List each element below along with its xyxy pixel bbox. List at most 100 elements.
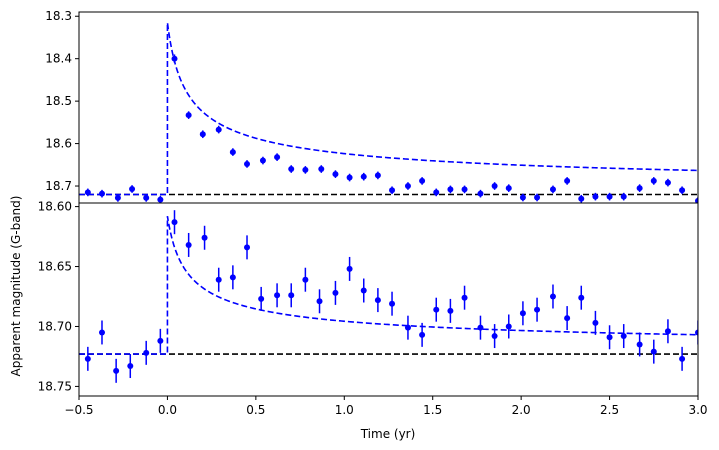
- data-point: [404, 183, 411, 190]
- data-point: [171, 219, 178, 226]
- data-point: [636, 185, 643, 192]
- data-point: [274, 292, 281, 299]
- data-point: [318, 166, 325, 173]
- data-point: [549, 186, 556, 193]
- y-tick-label: 18.65: [38, 260, 72, 274]
- bottom-panel: 18.60 18.65 18.70 18.75 −0.5 0.0 0.5 1.0 1.5 2.0 2…: [38, 200, 708, 417]
- data-point: [433, 306, 440, 313]
- data-point: [679, 355, 686, 362]
- data-point: [389, 187, 396, 194]
- data-point: [114, 194, 121, 201]
- y-tick-label: 18.4: [45, 52, 72, 66]
- data-point: [461, 186, 468, 193]
- data-point: [98, 190, 105, 197]
- x-tick-label: 3.0: [688, 403, 707, 417]
- data-point: [229, 149, 236, 156]
- panel-frame: [78, 202, 699, 397]
- data-point: [346, 265, 353, 272]
- x-axis-label: Time (yr): [360, 427, 416, 441]
- data-point: [215, 276, 222, 283]
- data-point: [244, 244, 251, 251]
- data-point: [185, 112, 192, 119]
- data-point: [113, 367, 120, 374]
- data-point: [143, 194, 150, 201]
- data-point: [679, 187, 686, 194]
- data-point: [505, 185, 512, 192]
- data-point: [477, 190, 484, 197]
- data-point: [229, 274, 236, 281]
- data-point: [419, 177, 426, 184]
- data-point: [288, 292, 295, 299]
- data-point: [447, 307, 454, 314]
- plot-area: [79, 22, 698, 203]
- data-point: [84, 355, 91, 362]
- data-point: [650, 177, 657, 184]
- data-point: [302, 276, 309, 283]
- data-point: [419, 331, 426, 338]
- data-point: [534, 194, 541, 201]
- data-point: [346, 174, 353, 181]
- data-point: [606, 334, 613, 341]
- model-dashed-curve: [79, 216, 698, 355]
- data-point: [332, 171, 339, 178]
- data-point: [288, 166, 295, 173]
- data-point: [157, 337, 164, 344]
- data-point: [98, 329, 105, 336]
- data-point: [129, 185, 136, 192]
- data-point: [143, 349, 150, 356]
- data-point: [360, 173, 367, 180]
- data-point: [578, 294, 585, 301]
- data-point: [592, 319, 599, 326]
- x-tick-label: 0.0: [158, 403, 177, 417]
- data-point: [592, 193, 599, 200]
- data-point: [374, 172, 381, 179]
- data-point: [259, 157, 266, 164]
- data-point: [433, 189, 440, 196]
- data-point: [578, 195, 585, 202]
- data-point: [519, 310, 526, 317]
- data-point: [620, 193, 627, 200]
- data-point: [650, 348, 657, 355]
- data-point: [84, 189, 91, 196]
- data-point: [360, 287, 367, 294]
- data-point: [332, 289, 339, 296]
- data-point: [491, 183, 498, 190]
- data-point: [461, 294, 468, 301]
- data-point: [374, 297, 381, 304]
- data-point: [127, 363, 134, 370]
- plot-area: [79, 210, 698, 383]
- y-tick-label: 18.7: [45, 179, 72, 193]
- model-dashed-curve: [79, 22, 698, 196]
- data-point: [185, 241, 192, 248]
- x-tick-label: 2.0: [512, 403, 531, 417]
- data-point: [201, 234, 208, 241]
- y-tick-label: 18.75: [38, 379, 72, 393]
- data-point: [302, 166, 309, 173]
- data-point: [258, 295, 265, 302]
- x-tick-label: 2.5: [600, 403, 619, 417]
- data-point: [244, 160, 251, 167]
- data-point: [664, 179, 671, 186]
- data-point: [157, 196, 164, 203]
- data-point: [389, 300, 396, 307]
- data-point: [695, 329, 698, 336]
- data-point: [215, 126, 222, 133]
- data-point: [695, 197, 698, 203]
- data-point: [636, 341, 643, 348]
- x-tick-label: −0.5: [64, 403, 93, 417]
- data-point: [404, 324, 411, 331]
- data-point: [447, 186, 454, 193]
- top-panel: 18.3 18.4 18.5 18.6 18.7: [45, 9, 699, 204]
- x-tick-label: 1.0: [335, 403, 354, 417]
- data-point: [274, 154, 281, 161]
- y-tick-label: 18.6: [45, 137, 72, 151]
- data-point: [491, 333, 498, 340]
- data-point: [534, 306, 541, 313]
- data-point: [606, 193, 613, 200]
- data-point: [316, 298, 323, 305]
- y-tick-label: 18.60: [38, 200, 72, 214]
- x-tick-label: 1.5: [423, 403, 442, 417]
- x-tick-label: 0.5: [246, 403, 265, 417]
